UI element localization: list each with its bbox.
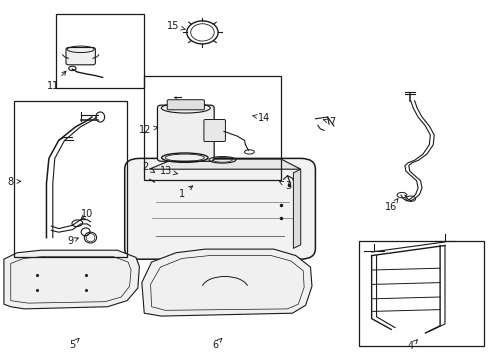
Polygon shape bbox=[4, 250, 139, 309]
Text: 4: 4 bbox=[407, 340, 417, 351]
Bar bbox=[56, 14, 144, 88]
Text: 11: 11 bbox=[46, 71, 66, 91]
Text: 5: 5 bbox=[69, 338, 79, 350]
Polygon shape bbox=[142, 249, 311, 316]
Text: 16: 16 bbox=[384, 199, 397, 212]
Polygon shape bbox=[293, 169, 300, 248]
Text: 15: 15 bbox=[167, 21, 185, 31]
Text: 6: 6 bbox=[212, 338, 222, 350]
Text: 13: 13 bbox=[160, 166, 178, 176]
Bar bbox=[14, 101, 127, 257]
Bar bbox=[359, 241, 483, 346]
Polygon shape bbox=[149, 159, 300, 169]
Text: 14: 14 bbox=[252, 113, 270, 123]
Bar bbox=[144, 76, 281, 180]
FancyBboxPatch shape bbox=[66, 48, 95, 65]
Text: 12: 12 bbox=[138, 125, 158, 135]
Text: 9: 9 bbox=[68, 236, 78, 246]
Text: 3: 3 bbox=[279, 181, 291, 191]
FancyBboxPatch shape bbox=[167, 100, 204, 110]
Text: 8: 8 bbox=[8, 177, 20, 187]
FancyBboxPatch shape bbox=[124, 158, 315, 259]
FancyBboxPatch shape bbox=[203, 120, 225, 141]
Text: 1: 1 bbox=[179, 186, 192, 199]
Text: 10: 10 bbox=[81, 209, 93, 219]
FancyBboxPatch shape bbox=[157, 105, 214, 161]
Text: 2: 2 bbox=[142, 162, 154, 172]
Text: 7: 7 bbox=[323, 117, 335, 127]
